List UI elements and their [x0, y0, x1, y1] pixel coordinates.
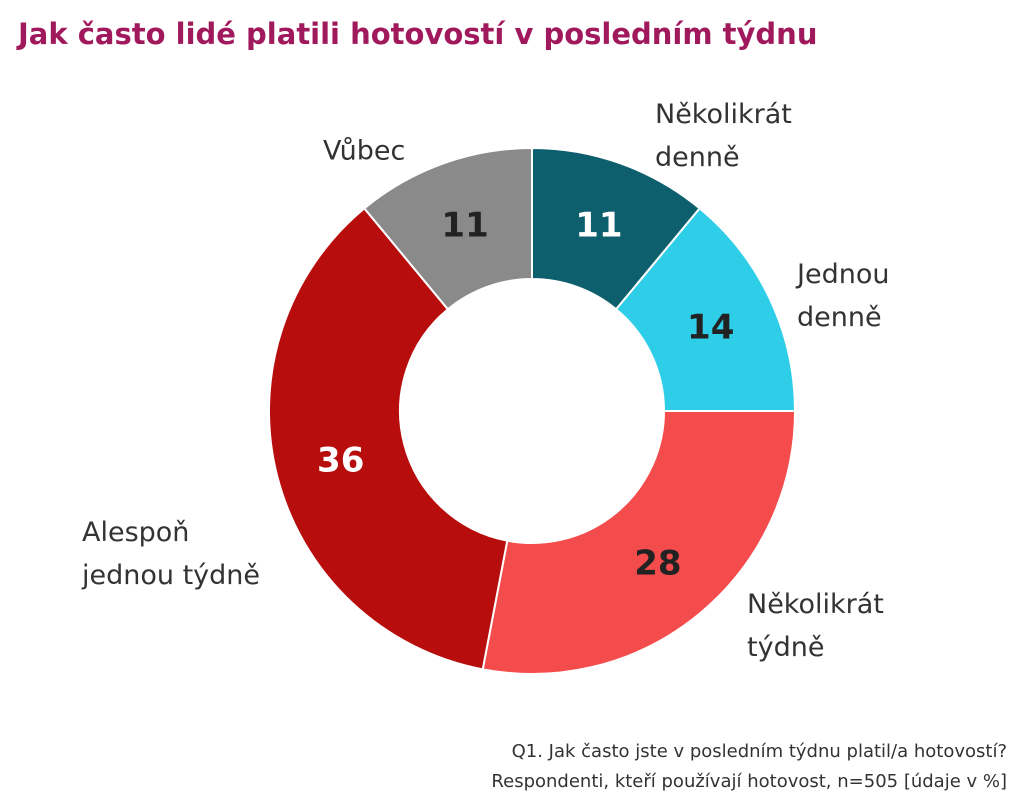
note: Q1. Jak často jste v posledním týdnu pla…	[512, 741, 1007, 762]
value-label: 11	[441, 206, 488, 246]
value-label: 14	[687, 307, 734, 347]
donut-slice	[614, 206, 797, 412]
chart-title: Jak často lidé platili hotovostí v posle…	[16, 17, 817, 51]
category-label: Několikrát denně	[655, 99, 792, 173]
donut-slice	[362, 146, 533, 311]
note: Respondenti, kteří používají hotovost, n…	[491, 771, 1007, 792]
category-label: Jednou denně	[795, 259, 889, 333]
donut-slice	[481, 410, 797, 675]
donut-slice	[268, 206, 509, 671]
category-label: Vůbec	[323, 136, 405, 167]
value-label: 36	[317, 441, 364, 481]
value-label: 11	[575, 206, 622, 246]
category-label: Alespoň jednou týdně	[81, 517, 260, 591]
category-label: Několikrát týdně	[747, 589, 884, 663]
value-label: 28	[634, 544, 681, 584]
